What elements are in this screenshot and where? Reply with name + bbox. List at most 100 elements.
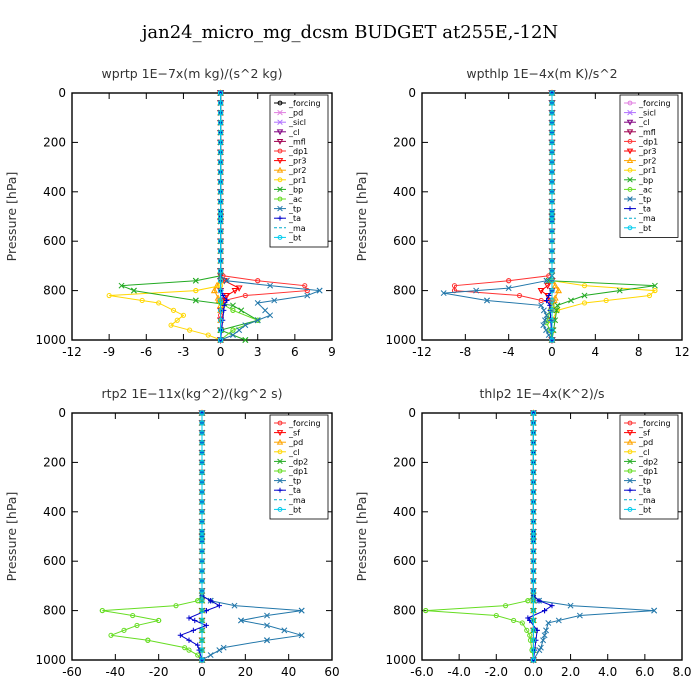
data-point	[549, 288, 555, 294]
data-point	[298, 632, 305, 639]
data-point	[199, 647, 205, 653]
legend-label: _pd	[288, 109, 303, 118]
data-point	[216, 603, 222, 609]
data-point	[549, 268, 555, 274]
chart-wprtp: wprtp 1E−7x(m kg)/(s^2 kg) Pressure [hPa]…	[4, 66, 336, 359]
data-point	[182, 645, 188, 651]
data-point	[230, 307, 236, 313]
data-point	[199, 410, 205, 416]
data-point	[236, 327, 243, 334]
x-tick-label: 6	[291, 345, 299, 359]
data-point	[220, 644, 227, 651]
x-tick-label: 4.0	[598, 665, 617, 679]
legend-label: _ta	[638, 486, 651, 495]
data-point	[540, 322, 547, 329]
data-point	[170, 307, 177, 313]
legend-marker	[627, 196, 633, 202]
data-point	[199, 588, 205, 594]
legend-label: _pd	[638, 438, 653, 447]
y-tick-label: 200	[43, 135, 66, 149]
x-tick-label: 8.0	[672, 665, 691, 679]
legend-item-dp1: _dp1	[624, 467, 658, 476]
data-point	[192, 297, 199, 304]
data-point	[199, 499, 205, 505]
legend-marker	[627, 100, 633, 106]
data-point	[254, 317, 261, 324]
legend-label: _cl	[288, 128, 300, 137]
data-point	[549, 189, 555, 195]
series-bp	[118, 90, 261, 343]
x-tick-label: 0	[198, 665, 206, 679]
y-axis-title: Pressure [hPa]	[4, 492, 19, 582]
legend-label: _forcing	[288, 419, 321, 428]
legend-label: _ma	[638, 214, 656, 223]
data-point	[304, 288, 310, 294]
legend-label: _pd	[288, 438, 303, 447]
legend-label: _dp2	[638, 457, 658, 466]
legend-marker	[277, 109, 283, 116]
series-line	[425, 413, 534, 661]
legend-item-mfl: _mfl	[274, 137, 306, 146]
data-point	[229, 302, 236, 309]
series-line	[454, 93, 553, 340]
data-point	[130, 287, 137, 294]
series-bt	[217, 90, 224, 343]
series-dp1	[99, 410, 205, 663]
data-point	[238, 617, 244, 624]
legend-item-bt: _bt	[624, 505, 651, 514]
data-point	[540, 637, 547, 644]
data-point	[106, 292, 112, 299]
y-axis-title: Pressure [hPa]	[4, 172, 19, 262]
y-tick-label: 600	[393, 554, 416, 568]
legend-label: _dp1	[638, 467, 658, 476]
legend-marker	[277, 234, 283, 240]
data-point	[217, 208, 224, 215]
data-point	[616, 287, 623, 294]
legend-marker	[276, 438, 284, 445]
legend-marker	[627, 138, 633, 144]
legend-item-sicl: _sicl	[274, 118, 306, 127]
data-point	[199, 637, 205, 643]
data-point	[543, 327, 549, 334]
legend-label: _sicl	[288, 118, 306, 127]
legend-item-forcing: _forcing	[274, 419, 321, 428]
data-point	[267, 282, 274, 289]
x-tick-label: 0	[217, 345, 225, 359]
legend-label: _ta	[638, 205, 651, 214]
legend-item-bt: _bt	[624, 224, 651, 233]
data-point	[199, 578, 205, 584]
data-point	[549, 228, 555, 234]
legend-label: _bt	[288, 233, 301, 242]
legend-item-ac: _ac	[274, 195, 302, 204]
data-point	[553, 307, 560, 314]
legend-label: _ma	[288, 496, 306, 505]
data-point	[549, 110, 555, 116]
series-line	[109, 93, 222, 341]
data-point	[549, 317, 555, 323]
data-point	[199, 420, 205, 426]
legend-marker	[627, 487, 633, 493]
data-point	[530, 637, 537, 643]
data-point	[542, 317, 548, 324]
data-point	[217, 258, 224, 264]
data-point	[192, 617, 198, 624]
data-point	[530, 449, 537, 456]
legend-item-sicl: _sicl	[624, 109, 656, 118]
data-point	[538, 302, 545, 309]
data-point	[549, 248, 555, 254]
data-point	[530, 479, 537, 485]
data-point	[99, 608, 105, 614]
data-point	[530, 588, 537, 594]
data-point	[546, 292, 552, 299]
series-line	[102, 413, 203, 661]
legend-marker	[626, 119, 634, 126]
data-point	[199, 533, 205, 540]
legend-marker	[277, 205, 283, 212]
data-point	[549, 129, 555, 136]
data-point	[502, 603, 509, 609]
legend-item-forcing: _forcing	[624, 99, 671, 108]
data-point	[603, 297, 609, 304]
data-point	[536, 598, 542, 604]
legend-box	[619, 94, 679, 238]
data-point	[217, 327, 224, 333]
